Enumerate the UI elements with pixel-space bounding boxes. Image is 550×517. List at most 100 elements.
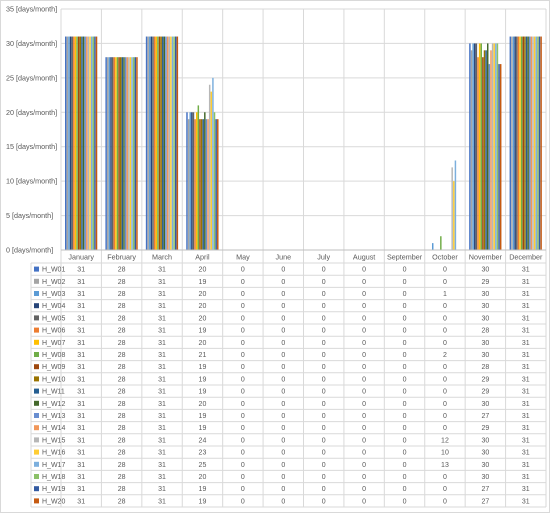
data-label: 27 xyxy=(481,498,489,505)
bar xyxy=(71,37,72,250)
data-label: 31 xyxy=(522,389,530,396)
bar xyxy=(73,37,74,250)
bar xyxy=(189,112,190,250)
data-label: 31 xyxy=(77,498,85,505)
data-label: 0 xyxy=(443,279,447,286)
data-label: 0 xyxy=(281,498,285,505)
data-label: 0 xyxy=(362,486,366,493)
bar xyxy=(202,119,203,250)
bar xyxy=(122,57,123,250)
bar xyxy=(160,37,161,250)
data-label: 0 xyxy=(403,328,407,335)
legend-key xyxy=(34,315,39,320)
y-tick-label: 5 [days/month] xyxy=(6,211,53,220)
legend-key xyxy=(34,303,39,308)
x-tick-label: March xyxy=(152,253,172,262)
data-label: 31 xyxy=(77,413,85,420)
bar xyxy=(539,37,540,250)
series-label: H_W14 xyxy=(42,425,65,432)
data-label: 0 xyxy=(322,267,326,274)
data-label: 0 xyxy=(322,437,326,444)
bar xyxy=(68,37,69,250)
x-tick-label: July xyxy=(317,253,330,262)
bar xyxy=(513,37,514,250)
data-label: 0 xyxy=(443,413,447,420)
bar xyxy=(186,112,187,250)
data-label: 30 xyxy=(481,267,489,274)
bar xyxy=(65,37,66,250)
data-label: 0 xyxy=(322,474,326,481)
data-label: 0 xyxy=(362,352,366,359)
bar xyxy=(500,64,501,250)
y-tick-label: 10 [days/month] xyxy=(6,177,57,186)
data-label: 0 xyxy=(403,486,407,493)
data-label: 28 xyxy=(118,389,126,396)
bar xyxy=(531,37,532,250)
bar xyxy=(76,37,77,250)
bar xyxy=(198,105,199,250)
data-label: 31 xyxy=(158,291,166,298)
data-label: 31 xyxy=(77,364,85,371)
bar xyxy=(84,37,85,250)
series-label: H_W02 xyxy=(42,279,65,286)
data-label: 31 xyxy=(522,291,530,298)
bar xyxy=(146,37,147,250)
data-label: 0 xyxy=(241,486,245,493)
bar xyxy=(91,37,92,250)
bar xyxy=(497,43,498,250)
data-label: 31 xyxy=(77,401,85,408)
bar xyxy=(78,37,79,250)
data-label: 31 xyxy=(158,267,166,274)
data-label: 28 xyxy=(118,474,126,481)
data-label: 0 xyxy=(322,352,326,359)
data-label: 29 xyxy=(481,425,489,432)
bar xyxy=(117,57,118,250)
data-label: 31 xyxy=(77,376,85,383)
data-label: 0 xyxy=(443,389,447,396)
x-tick-label: December xyxy=(509,253,543,262)
data-label: 31 xyxy=(77,474,85,481)
x-tick-label: February xyxy=(107,253,136,262)
series-label: H_W08 xyxy=(42,352,65,359)
bar xyxy=(453,181,454,250)
data-label: 31 xyxy=(158,413,166,420)
bar xyxy=(152,37,153,250)
data-label: 28 xyxy=(118,462,126,469)
bar xyxy=(125,57,126,250)
legend-key xyxy=(34,462,39,467)
data-label: 0 xyxy=(403,303,407,310)
bar xyxy=(534,37,535,250)
data-label: 0 xyxy=(322,450,326,457)
bar xyxy=(165,37,166,250)
legend-key xyxy=(34,498,39,503)
data-label: 0 xyxy=(241,267,245,274)
bar xyxy=(204,112,205,250)
bar xyxy=(527,37,528,250)
series-label: H_W11 xyxy=(42,389,65,396)
bar xyxy=(120,57,121,250)
data-label: 0 xyxy=(281,267,285,274)
data-label: 0 xyxy=(443,328,447,335)
bar xyxy=(96,37,97,250)
data-label: 31 xyxy=(158,352,166,359)
data-label: 0 xyxy=(281,291,285,298)
data-label: 0 xyxy=(403,437,407,444)
data-label: 31 xyxy=(522,303,530,310)
data-label: 0 xyxy=(322,425,326,432)
data-label: 31 xyxy=(77,486,85,493)
legend-key xyxy=(34,401,39,406)
data-label: 0 xyxy=(241,279,245,286)
x-tick-label: June xyxy=(275,253,291,262)
data-label: 20 xyxy=(199,315,207,322)
bar xyxy=(485,50,486,250)
data-label: 20 xyxy=(199,340,207,347)
series-label: H_W01 xyxy=(42,267,65,274)
bar xyxy=(156,37,157,250)
data-label: 19 xyxy=(199,486,207,493)
data-label: 31 xyxy=(77,291,85,298)
bar xyxy=(518,37,519,250)
series-label: H_W05 xyxy=(42,315,65,322)
legend-key xyxy=(34,450,39,455)
data-label: 0 xyxy=(241,376,245,383)
data-label: 31 xyxy=(522,328,530,335)
